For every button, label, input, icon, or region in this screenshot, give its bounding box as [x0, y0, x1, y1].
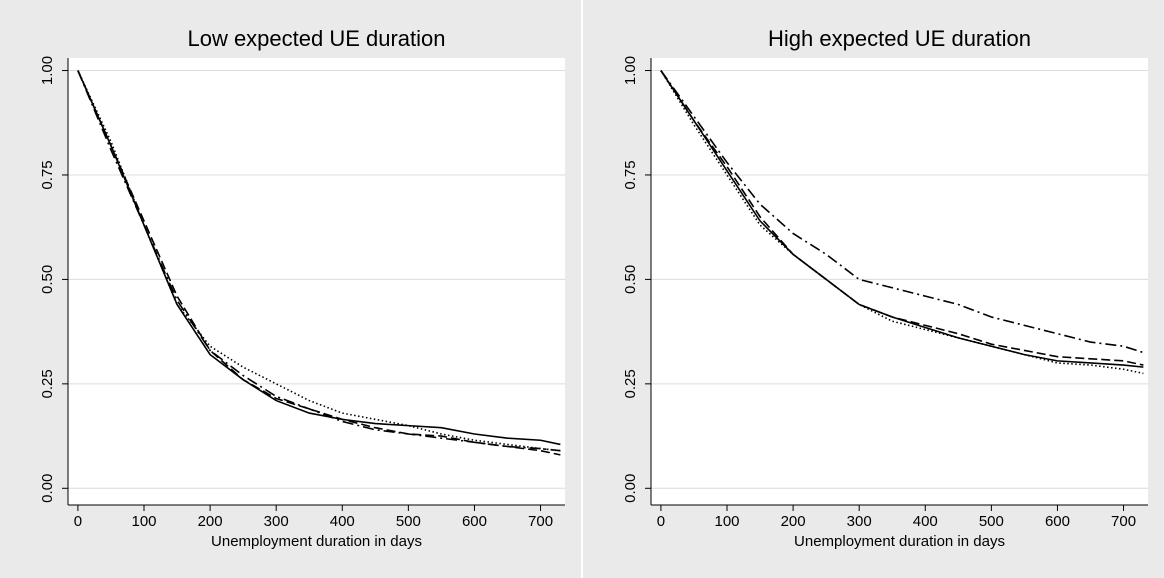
plot-area [651, 58, 1148, 505]
x-tick-label: 400 [913, 513, 938, 530]
survival-curve [660, 70, 1144, 368]
y-tick-label: 0.00 [39, 474, 56, 503]
x-tick-label: 200 [198, 513, 223, 530]
x-tick-label: 100 [131, 513, 156, 530]
plot-area [68, 58, 565, 505]
y-tick-label: 0.25 [622, 369, 639, 398]
x-tick-label: 500 [979, 513, 1004, 530]
y-tick-label: 1.00 [622, 56, 639, 85]
x-tick-label: 300 [847, 513, 872, 530]
x-tick-label: 0 [74, 513, 82, 530]
x-tick-label: 0 [657, 513, 665, 530]
y-tick-label: 0.50 [39, 265, 56, 294]
y-tick-label: 1.00 [39, 56, 56, 85]
chart-title: High expected UE duration [768, 26, 1031, 51]
survival-curve [660, 70, 1144, 366]
survival-curve [77, 70, 561, 446]
x-tick-label: 300 [264, 513, 289, 530]
x-tick-label: 100 [714, 513, 739, 530]
y-tick-label: 0.75 [622, 160, 639, 189]
y-tick-label: 0.00 [622, 474, 639, 503]
y-tick-label: 0.25 [39, 369, 56, 398]
survival-curve [660, 70, 1144, 354]
y-tick-label: 0.75 [39, 160, 56, 189]
x-tick-label: 600 [1045, 513, 1070, 530]
x-tick-label: 400 [330, 513, 355, 530]
x-axis-label: Unemployment duration in days [211, 533, 422, 550]
x-tick-label: 200 [781, 513, 806, 530]
x-axis-label: Unemployment duration in days [794, 533, 1005, 550]
survival-curve [660, 70, 1144, 375]
x-tick-label: 700 [528, 513, 553, 530]
chart-title: Low expected UE duration [187, 26, 445, 51]
x-tick-label: 500 [396, 513, 421, 530]
x-tick-label: 600 [462, 513, 487, 530]
y-tick-label: 0.50 [622, 265, 639, 294]
x-tick-label: 700 [1111, 513, 1136, 530]
survival-curve [77, 70, 561, 452]
